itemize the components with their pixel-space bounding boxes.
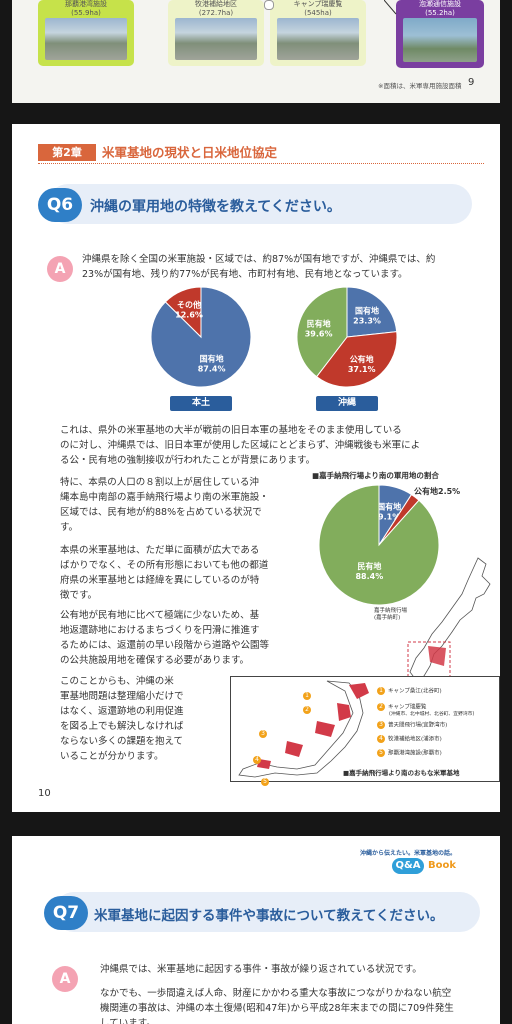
photo-card-camp-zukeran: キャンプ瑞慶覧 (545ha) xyxy=(270,0,366,66)
photo-card-naha-port: 那覇港湾施設 (55.9ha) xyxy=(38,0,134,66)
map-marker-5: 5 xyxy=(261,777,269,786)
map-marker-1: 1 xyxy=(303,691,311,700)
bases-map xyxy=(238,680,369,778)
pie-chart-south-of-kadena: 国有地 9.1% 民有地 88.4% xyxy=(318,484,440,606)
connector-dot xyxy=(264,0,274,10)
pie-slice-1 xyxy=(315,331,398,388)
book-logo-text: Book xyxy=(428,860,457,871)
answer-paragraph-2: これは、県外の米軍基地の大半が戦前の旧日本軍の基地をそのまま使用している のに対… xyxy=(60,425,421,466)
pie-slice-label-1: 公有地 37.1% xyxy=(348,354,376,374)
connector-line xyxy=(384,0,397,15)
pie-slice-label-0: 国有地 9.1% xyxy=(377,501,401,521)
map-legend-5: 5 那覇港湾施設(那覇市) xyxy=(377,749,442,758)
question-bubble xyxy=(48,184,472,224)
card-name: 那覇港湾施設 xyxy=(65,0,107,8)
page-number: 9 xyxy=(468,77,475,88)
answer-paragraph-4: 本県の米軍基地は、ただ単に面積が広大である ばかりでなく、その所有形態においても… xyxy=(60,545,269,601)
okinawa-outline-map xyxy=(407,557,491,681)
photo-card-awase: 泡瀬通信施設 (55.2ha) xyxy=(396,0,484,68)
map-marker-2: 2 xyxy=(303,705,311,714)
card-area: (272.7ha) xyxy=(198,9,234,17)
page-10: 第2章 米軍基地の現状と日米地位協定 Q6 沖縄の軍用地の特徴を教えてください。… xyxy=(12,124,500,812)
bases-map-box: 1 2 3 4 5 1 キャンプ桑江(北谷町) 2 キャンプ瑞慶覧 (沖縄市、北中城… xyxy=(230,676,500,786)
pie-slice-label-0: 国有地 23.3% xyxy=(353,306,381,326)
pie-slice-2 xyxy=(296,286,348,378)
pie-slice-2 xyxy=(318,484,440,606)
slice-label: 公有地 xyxy=(414,487,438,496)
question-title: 沖縄の軍用地の特徴を教えてください。 xyxy=(90,199,341,215)
page-11: 沖縄から伝えたい。米軍基地の話。 Q&A Book Q7 米軍基地に起因する事件… xyxy=(12,836,500,1024)
qa-logo: Q&A xyxy=(392,858,424,874)
chapter-divider xyxy=(38,163,484,164)
card-name: 牧港補給地区 xyxy=(195,0,237,8)
pie-slice-label-1: その他 12.6% xyxy=(175,299,203,319)
pie-slice-label-2: 民有地 88.4% xyxy=(355,561,383,581)
map-legend-3: 3 普天間飛行場(宜野湾市) xyxy=(377,721,447,730)
answer-paragraph-1: 沖縄県を除く全国の米軍施設・区域では、約87%が国有地ですが、沖縄県では、約 2… xyxy=(82,254,436,280)
photo-card-makiminato: 牧港補給地区 (272.7ha) xyxy=(168,0,264,66)
map-legend-2: 2 キャンプ瑞慶覧 xyxy=(377,703,426,712)
aerial-photo xyxy=(277,18,359,60)
pie-label-okinawa: 沖縄 xyxy=(316,396,378,411)
slice-value: 2.5 xyxy=(438,487,453,496)
card-area: (545ha) xyxy=(304,9,332,17)
question-badge: Q7 xyxy=(44,896,88,930)
aerial-photo xyxy=(45,18,127,60)
pie-chart-mainland: 国有地 87.4% その他 12.6% xyxy=(150,286,252,388)
area-footnote: ※面積は、米軍専用施設面積 xyxy=(378,82,462,90)
card-name: 泡瀬通信施設 xyxy=(419,0,461,8)
question-bubble xyxy=(54,892,480,932)
map-legend-4: 4 牧港補給地区(浦添市) xyxy=(377,735,442,744)
map-legend-2-sub: (沖縄市、北中城村、北谷町、宜野湾市) xyxy=(389,712,475,717)
book-tagline: 沖縄から伝えたい。米軍基地の話。 xyxy=(360,850,457,857)
page-9: 那覇港湾施設 (55.9ha) 牧港補給地区 (272.7ha) キャンプ瑞慶覧 (5… xyxy=(12,0,500,103)
aerial-photo xyxy=(403,18,477,62)
pie-label-mainland: 本土 xyxy=(170,396,232,411)
card-name: キャンプ瑞慶覧 xyxy=(293,0,343,8)
chapter-title: 米軍基地の現状と日米地位協定 xyxy=(102,145,278,160)
answer-badge: A xyxy=(47,256,73,282)
card-area: (55.2ha) xyxy=(425,9,455,17)
map-legend-1: 1 キャンプ桑江(北谷町) xyxy=(377,687,442,696)
kadena-chart-title: ■嘉手納飛行場より南の軍用地の割合 xyxy=(312,471,439,480)
card-area: (55.9ha) xyxy=(71,9,101,17)
question-title: 米軍基地に起因する事件や事故について教えてください。 xyxy=(94,908,444,924)
aerial-photo xyxy=(175,18,257,60)
map-marker-3: 3 xyxy=(259,729,267,738)
pie-chart-okinawa: 国有地 23.3% 公有地 37.1% 民有地 39.6% xyxy=(296,286,398,388)
answer-paragraph-1: 沖縄県では、米軍基地に起因する事件・事故が繰り返されている状況です。 xyxy=(100,964,422,975)
answer-paragraph-5: 公有地が民有地に比べて極端に少ないため、基 地返還跡地におけるまちづくりを円滑に… xyxy=(60,610,270,666)
chapter-tag: 第2章 xyxy=(38,144,96,161)
answer-paragraph-6: このことからも、沖縄の米 軍基地問題は整理縮小だけで はなく、返還跡地の利用促進… xyxy=(60,676,184,762)
map-kadena-label: 嘉手納飛行場 (嘉手納町) xyxy=(374,608,408,621)
answer-paragraph-3: 特に、本県の人口の８割以上が居住している沖 縄本島中南部の嘉手納飛行場より南の米… xyxy=(60,477,269,533)
answer-badge: A xyxy=(52,966,78,992)
map-caption: ■嘉手納飛行場より南のおもな米軍基地 xyxy=(343,769,460,777)
answer-paragraph-2: なかでも、一歩間違えば人命、財産にかかわる重大な事故につながりかねない航空 機関… xyxy=(100,988,454,1024)
pie-slice-label-0: 国有地 87.4% xyxy=(198,353,226,373)
question-badge: Q6 xyxy=(38,188,82,222)
pie-slice-label-2: 民有地 39.6% xyxy=(305,318,333,338)
pie-slice-0 xyxy=(346,286,398,338)
pie-slice-1 xyxy=(164,286,202,339)
map-marker-4: 4 xyxy=(253,755,261,764)
page-number: 10 xyxy=(38,788,51,799)
